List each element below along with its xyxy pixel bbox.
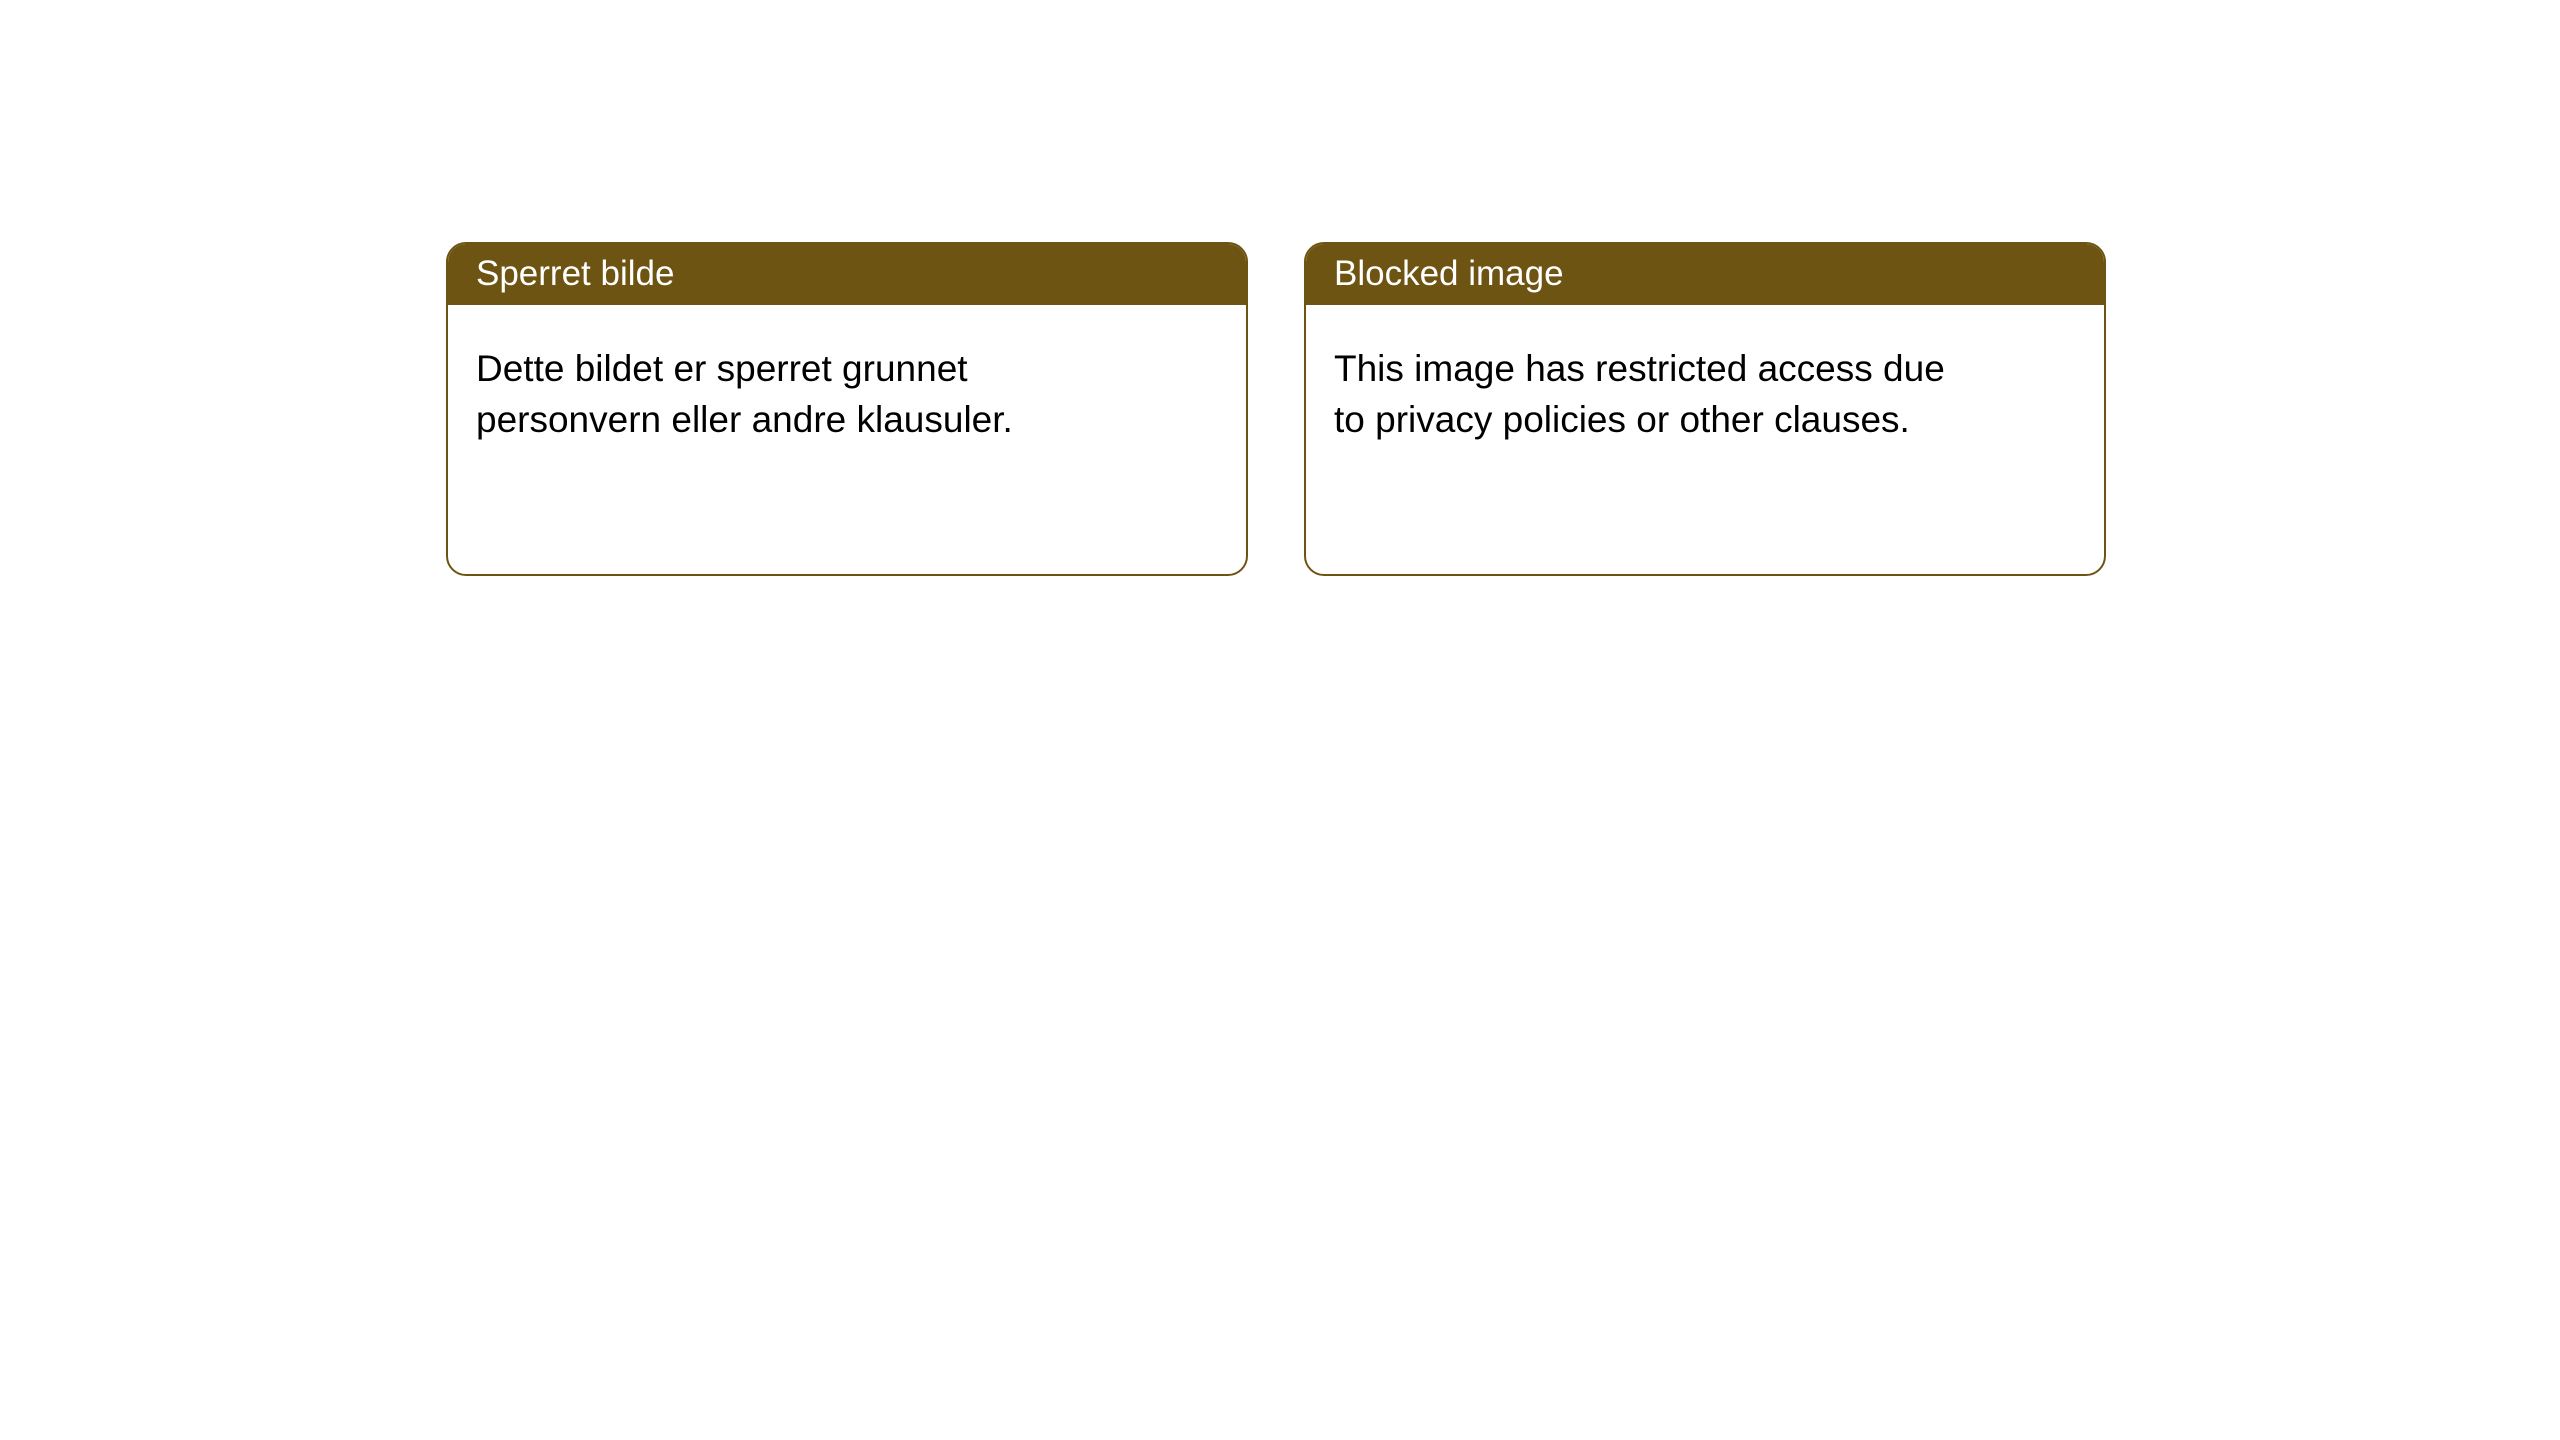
notice-body-en: This image has restricted access due to … xyxy=(1306,305,2006,445)
notice-card-en: Blocked image This image has restricted … xyxy=(1304,242,2106,576)
notice-card-no: Sperret bilde Dette bildet er sperret gr… xyxy=(446,242,1248,576)
notice-body-no: Dette bildet er sperret grunnet personve… xyxy=(448,305,1148,445)
notice-container: Sperret bilde Dette bildet er sperret gr… xyxy=(0,0,2560,576)
notice-header-en: Blocked image xyxy=(1306,244,2104,305)
notice-header-no: Sperret bilde xyxy=(448,244,1246,305)
